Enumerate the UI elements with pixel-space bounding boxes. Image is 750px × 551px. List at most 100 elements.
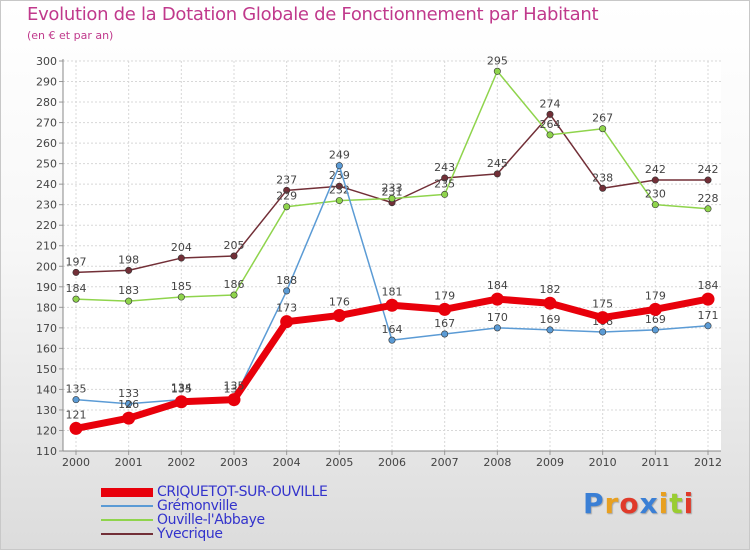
data-label-ouville-l-abbaye: 229	[276, 190, 297, 203]
y-tick-label: 160	[36, 342, 57, 355]
data-point-yvecrique	[441, 174, 449, 182]
x-tick-label: 2011	[641, 456, 669, 469]
data-label-criquetot-sur-ouville: 173	[276, 302, 297, 315]
y-tick-label: 280	[36, 96, 57, 109]
data-point-criquetot-sur-ouville	[332, 309, 346, 323]
x-tick-label: 2000	[62, 456, 90, 469]
data-label-ouville-l-abbaye: 185	[171, 280, 192, 293]
data-label-yvecrique: 242	[698, 163, 719, 176]
data-label-gre-monville: 135	[171, 383, 192, 396]
data-point-criquetot-sur-ouville	[596, 311, 610, 325]
data-label-yvecrique: 231	[382, 186, 403, 199]
logo-letter: r	[604, 487, 620, 520]
data-label-ouville-l-abbaye: 235	[434, 177, 455, 190]
y-tick-label: 220	[36, 219, 57, 232]
data-point-criquetot-sur-ouville	[543, 296, 557, 310]
legend-swatch	[101, 487, 153, 497]
data-point-gre-monville	[72, 396, 80, 404]
plot-area	[63, 61, 721, 451]
data-label-ouville-l-abbaye: 184	[66, 282, 87, 295]
data-point-ouville-l-abbaye	[493, 67, 501, 75]
data-label-gre-monville: 135	[66, 383, 87, 396]
legend-swatch	[101, 519, 153, 521]
legend-label: Ouville-l'Abbaye	[157, 512, 265, 528]
data-label-gre-monville: 169	[540, 313, 561, 326]
x-tick-label: 2001	[115, 456, 143, 469]
data-label-yvecrique: 237	[276, 173, 297, 186]
data-point-ouville-l-abbaye	[230, 291, 238, 299]
legend-label: Grémonville	[157, 498, 238, 514]
y-tick-label: 240	[36, 178, 57, 191]
data-label-criquetot-sur-ouville: 182	[540, 283, 561, 296]
logo-letter: x	[639, 487, 659, 520]
data-label-gre-monville: 170	[487, 311, 508, 324]
proxiti-logo[interactable]: Proxiti	[583, 487, 694, 520]
data-label-gre-monville: 188	[276, 274, 297, 287]
data-label-ouville-l-abbaye: 267	[592, 112, 613, 125]
data-label-criquetot-sur-ouville: 121	[66, 408, 87, 421]
data-label-ouville-l-abbaye: 183	[118, 284, 139, 297]
data-point-yvecrique	[704, 176, 712, 184]
x-tick-label: 2005	[325, 456, 353, 469]
data-label-yvecrique: 238	[592, 171, 613, 184]
x-tick-label: 2008	[483, 456, 511, 469]
data-label-yvecrique: 245	[487, 157, 508, 170]
data-point-ouville-l-abbaye	[388, 195, 396, 203]
data-label-gre-monville: 249	[329, 149, 350, 162]
data-label-criquetot-sur-ouville: 181	[382, 285, 403, 298]
data-point-ouville-l-abbaye	[335, 197, 343, 205]
data-label-yvecrique: 204	[171, 241, 192, 254]
data-label-ouville-l-abbaye: 228	[698, 192, 719, 205]
y-tick-label: 260	[36, 137, 57, 150]
data-point-yvecrique	[599, 184, 607, 192]
y-tick-label: 230	[36, 199, 57, 212]
data-point-criquetot-sur-ouville	[174, 395, 188, 409]
y-tick-label: 250	[36, 158, 57, 171]
x-tick-label: 2003	[220, 456, 248, 469]
chart-subtitle: (en € et par an)	[27, 29, 114, 42]
chart-title: Evolution de la Dotation Globale de Fonc…	[27, 4, 599, 25]
data-point-criquetot-sur-ouville	[122, 411, 136, 425]
data-point-criquetot-sur-ouville	[648, 302, 662, 316]
data-label-yvecrique: 239	[329, 169, 350, 182]
data-label-gre-monville: 167	[434, 317, 455, 330]
data-point-yvecrique	[230, 252, 238, 260]
data-point-criquetot-sur-ouville	[227, 393, 241, 407]
data-label-yvecrique: 205	[224, 239, 245, 252]
data-point-ouville-l-abbaye	[704, 205, 712, 213]
data-point-yvecrique	[651, 176, 659, 184]
data-label-yvecrique: 197	[66, 255, 87, 268]
data-point-ouville-l-abbaye	[546, 131, 554, 139]
data-label-criquetot-sur-ouville: 126	[118, 398, 139, 411]
data-label-criquetot-sur-ouville: 184	[487, 279, 508, 292]
data-point-gre-monville	[125, 400, 133, 408]
x-tick-label: 2012	[694, 456, 722, 469]
data-label-ouville-l-abbaye: 295	[487, 54, 508, 67]
logo-letter: P	[583, 487, 605, 520]
data-point-gre-monville	[599, 328, 607, 336]
y-tick-label: 200	[36, 260, 57, 273]
legend-item-gremonville: Grémonville	[101, 498, 421, 514]
data-point-yvecrique	[125, 266, 133, 274]
data-label-criquetot-sur-ouville: 179	[434, 289, 455, 302]
data-label-yvecrique: 198	[118, 253, 139, 266]
data-point-gre-monville	[704, 322, 712, 330]
data-point-yvecrique	[177, 254, 185, 262]
y-tick-label: 110	[36, 445, 57, 458]
data-point-ouville-l-abbaye	[125, 297, 133, 305]
legend-item-yvecrique: Yvecrique	[101, 526, 421, 542]
x-tick-label: 2009	[536, 456, 564, 469]
data-label-ouville-l-abbaye: 230	[645, 188, 666, 201]
legend-swatch	[101, 505, 153, 507]
y-tick-label: 210	[36, 240, 57, 253]
x-tick-label: 2002	[167, 456, 195, 469]
data-point-gre-monville	[546, 326, 554, 334]
data-point-gre-monville	[335, 162, 343, 170]
data-label-criquetot-sur-ouville: 184	[698, 279, 719, 292]
data-point-criquetot-sur-ouville	[280, 315, 294, 329]
data-label-yvecrique: 243	[434, 161, 455, 174]
data-point-criquetot-sur-ouville	[701, 292, 715, 306]
data-label-criquetot-sur-ouville: 176	[329, 296, 350, 309]
y-tick-label: 150	[36, 363, 57, 376]
